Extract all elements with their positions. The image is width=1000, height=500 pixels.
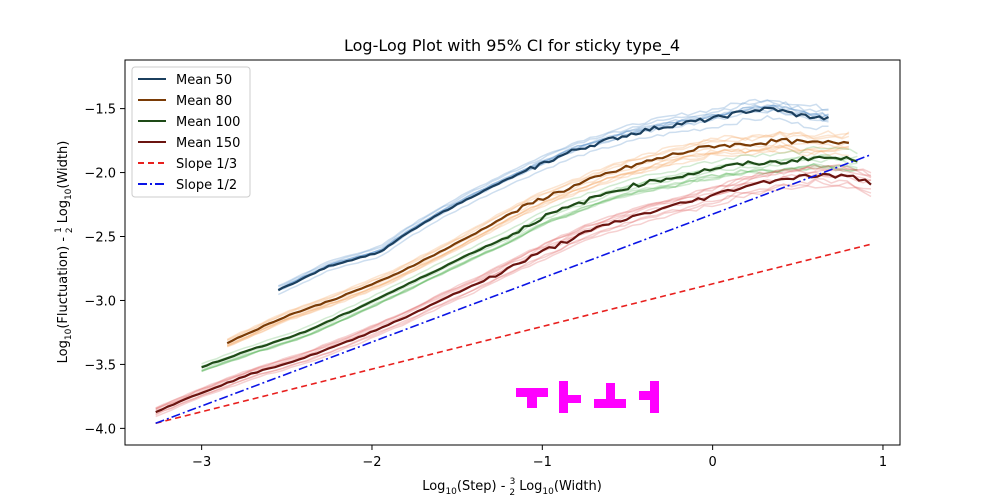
y-tick-label: −1.5 [84,103,116,118]
run-line-3 [201,165,858,372]
mean-line-1 [277,106,829,292]
legend-label-5: Slope 1/3 [176,157,237,172]
x-tick-label: 1 [879,455,887,470]
x-tick-label: 0 [708,455,716,470]
run-line-3 [201,145,858,365]
reference-line-1 [155,243,872,425]
x-tick-label: −1 [533,455,552,470]
y-tick-label: −2.0 [84,167,116,182]
run-line-2 [226,150,849,348]
run-line-4 [155,166,872,410]
run-line-4 [155,165,872,410]
y-tick-label: −3.0 [84,294,116,309]
run-line-2 [226,140,850,345]
run-line-2 [226,132,850,342]
run-line-2 [226,130,850,341]
y-tick-label: −3.5 [84,358,116,373]
y-tick-label: −2.5 [84,231,116,246]
x-tick-label: −2 [362,455,381,470]
run-line-2 [226,146,849,347]
legend-label-1: Mean 50 [176,73,232,88]
legend-label-6: Slope 1/2 [176,178,237,193]
run-line-1 [278,98,829,287]
mean-line-4 [155,172,872,414]
x-tick-label: −3 [192,455,211,470]
run-line-1 [278,99,829,288]
mean-line-3 [201,155,858,369]
run-line-3 [201,165,858,373]
legend: Mean 50 Mean 80 Mean 100 Mean 150 Slope 1/3 S… [131,66,251,198]
mean-lines [155,106,872,414]
magenta-watermark [516,381,659,413]
run-line-2 [226,144,849,346]
run-line-3 [201,163,858,371]
chart-title: Log-Log Plot with 95% CI for sticky type… [344,36,680,56]
legend-label-4: Mean 150 [176,136,240,151]
y-axis-ticks: −4.0 −3.5 −3.0 −2.5 −2.0 −1.5 [84,103,125,437]
reference-line-2 [155,153,872,425]
plot-frame [124,59,901,446]
y-axis-label: Log10(Fluctuation) - 12 Log10(Width) [54,141,75,364]
run-line-2 [226,144,850,347]
run-line-2 [226,144,850,347]
run-line-2 [226,130,849,341]
x-axis-ticks: −3 −2 −1 0 1 [192,445,887,470]
reference-lines [155,153,872,425]
legend-label-2: Mean 80 [176,94,232,109]
run-line-1 [277,114,829,296]
run-line-3 [201,163,858,372]
run-line-4 [155,177,872,415]
run-line-4 [155,185,872,418]
legend-label-3: Mean 100 [176,115,240,130]
run-line-4 [155,178,872,416]
y-tick-label: −4.0 [84,422,116,437]
mean-line-2 [226,137,850,345]
run-line-4 [155,168,872,411]
run-line-4 [155,163,872,409]
run-line-3 [201,162,858,372]
